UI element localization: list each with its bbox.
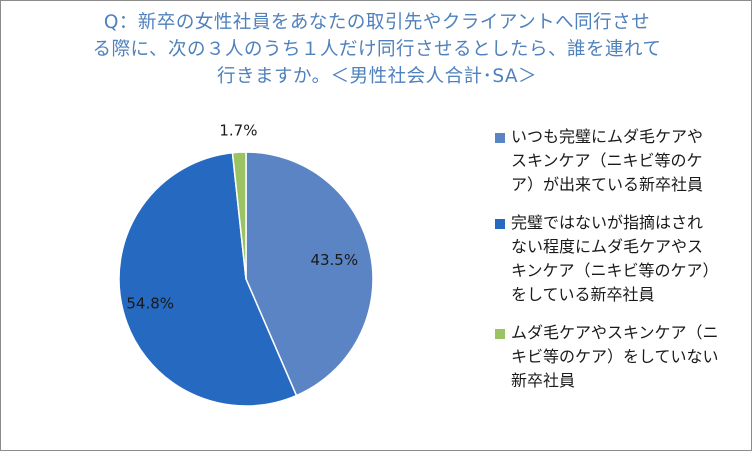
legend: いつも完璧にムダ毛ケアや スキンケア（ニキビ等のケ ア）が出来ている新卒社員 完… bbox=[495, 125, 745, 407]
chart-title-line-1: Q：新卒の女性社員をあなたの取引先やクライアントへ同行させ bbox=[103, 12, 651, 33]
legend-swatch-1 bbox=[495, 133, 505, 143]
legend-label-3: ムダ毛ケアやスキンケア（ニ キビ等のケア）をしていない 新卒社員 bbox=[511, 323, 719, 390]
legend-swatch-2 bbox=[495, 219, 505, 229]
pie-slice-2 bbox=[118, 151, 298, 407]
data-label-3: 1.7% bbox=[219, 121, 257, 139]
pie-slice-3 bbox=[231, 151, 247, 280]
pie-slice-1 bbox=[245, 151, 374, 397]
chart-title-line-2: る際に、次の３人のうち１人だけ同行させるとしたら、誰を連れて bbox=[92, 39, 662, 60]
legend-item-1: いつも完璧にムダ毛ケアや スキンケア（ニキビ等のケ ア）が出来ている新卒社員 bbox=[495, 125, 745, 197]
legend-label-2: 完璧ではないが指摘はされ ない程度にムダ毛ケアやス キンケア（ニキビ等のケア） … bbox=[511, 213, 719, 304]
legend-swatch-3 bbox=[495, 329, 505, 339]
chart-title-line-3: 行きますか。＜男性社会人合計･SA＞ bbox=[216, 66, 538, 87]
data-label-2: 54.8% bbox=[126, 295, 174, 313]
legend-label-1: いつも完璧にムダ毛ケアや スキンケア（ニキビ等のケ ア）が出来ている新卒社員 bbox=[511, 127, 704, 194]
chart-title: Q：新卒の女性社員をあなたの取引先やクライアントへ同行させ る際に、次の３人のう… bbox=[41, 9, 713, 90]
legend-item-3: ムダ毛ケアやスキンケア（ニ キビ等のケア）をしていない 新卒社員 bbox=[495, 321, 745, 393]
legend-item-2: 完璧ではないが指摘はされ ない程度にムダ毛ケアやス キンケア（ニキビ等のケア） … bbox=[495, 211, 745, 307]
data-label-1: 43.5% bbox=[310, 251, 358, 269]
